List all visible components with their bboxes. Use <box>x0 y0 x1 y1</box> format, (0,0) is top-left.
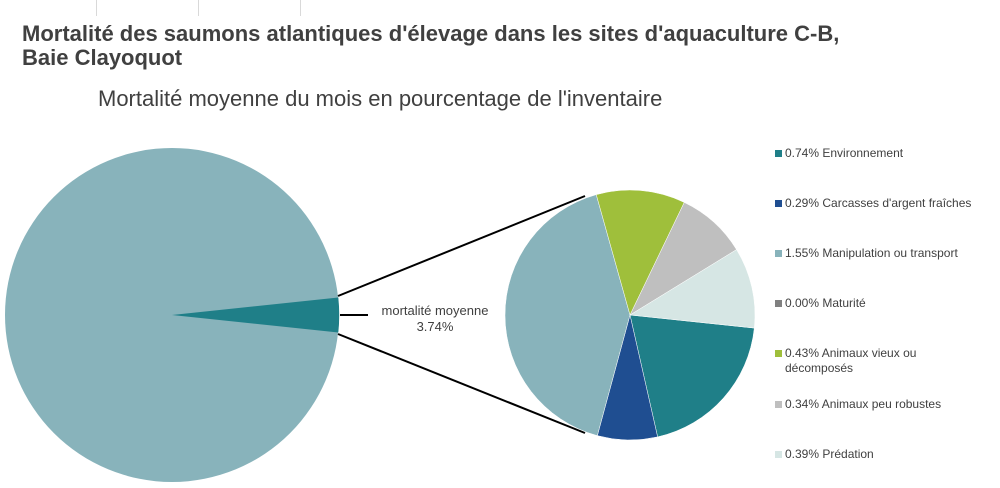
legend-item-animaux-vieux: 0.43% Animaux vieux ou décomposés <box>775 346 935 376</box>
title-line-1: Mortalité des saumons atlantiques d'élev… <box>22 21 840 46</box>
breakdown-slice-pr-dation <box>629 249 756 329</box>
legend-label: 0.00% Maturité <box>785 296 866 310</box>
legend-swatch <box>775 300 782 307</box>
mortality-label: mortalité moyenne 3.74% <box>370 303 500 335</box>
gridline <box>198 0 199 16</box>
legend-label: 0.43% Animaux vieux ou décomposés <box>785 346 917 375</box>
gridline <box>96 0 97 16</box>
legend-label: 1.55% Manipulation ou transport <box>785 246 958 260</box>
legend-swatch <box>775 451 782 458</box>
legend-swatch <box>775 350 782 357</box>
breakdown-slice-animaux-vieux-ou-d-compos-s <box>595 189 685 316</box>
legend-swatch <box>775 250 782 257</box>
title-line-2: Baie Clayoquot <box>22 45 183 70</box>
chart-subtitle: Mortalité moyenne du mois en pourcentage… <box>98 86 663 111</box>
legend-label: 0.74% Environnement <box>785 146 904 160</box>
breakdown-slice-manipulation-ou-transport <box>504 194 631 436</box>
legend-label: 0.29% Carcasses d'argent fraîches <box>785 196 972 210</box>
breakdown-slice-environnement <box>629 314 755 438</box>
legend-item-carcasses: 0.29% Carcasses d'argent fraîches <box>775 196 971 211</box>
legend-item-environnement: 0.74% Environnement <box>775 146 903 161</box>
legend-item-predation: 0.39% Prédation <box>775 447 874 462</box>
legend-swatch <box>775 401 782 408</box>
mortality-label-value: 3.74% <box>416 319 454 334</box>
legend-swatch <box>775 200 782 207</box>
legend-label: 0.39% Prédation <box>785 447 874 461</box>
legend-item-animaux-peu-robustes: 0.34% Animaux peu robustes <box>775 397 941 412</box>
mortality-label-text: mortalité moyenne <box>381 303 489 318</box>
gridline <box>300 0 301 16</box>
connector-line-bottom <box>337 333 586 434</box>
connector-line-top <box>337 195 586 297</box>
legend-item-manipulation: 1.55% Manipulation ou transport <box>775 246 958 261</box>
chart-title: Mortalité des saumons atlantiques d'élev… <box>22 22 839 70</box>
legend-item-maturite: 0.00% Maturité <box>775 296 866 311</box>
legend-label: 0.34% Animaux peu robustes <box>785 397 942 411</box>
main-pie-mortality-slice <box>172 297 340 333</box>
breakdown-pie <box>504 189 756 441</box>
legend-swatch <box>775 150 782 157</box>
